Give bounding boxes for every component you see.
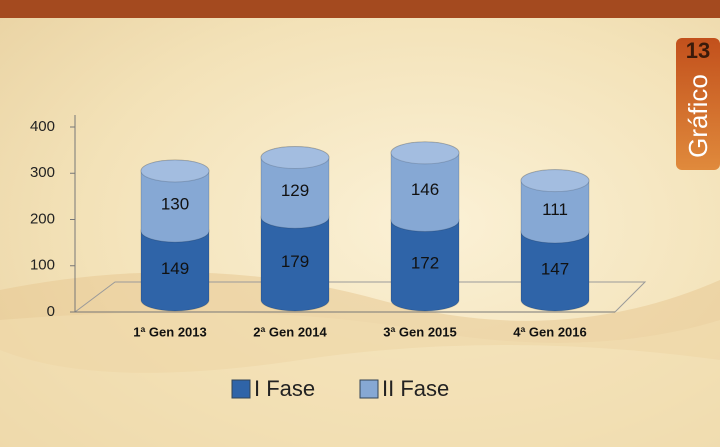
value-label: 179: [281, 252, 309, 271]
cylinder-cap: [390, 141, 460, 165]
value-label: 111: [542, 200, 568, 219]
value-label: 130: [161, 195, 189, 214]
value-label: 172: [411, 254, 439, 273]
cylinder-cap: [520, 169, 590, 193]
x-tick-label: 2ª Gen 2014: [253, 324, 327, 339]
legend-label: II Fase: [382, 376, 449, 401]
x-tick-label: 4ª Gen 2016: [513, 324, 586, 339]
badge: [676, 38, 720, 170]
legend-label: I Fase: [254, 376, 315, 401]
cylinder-cap: [260, 146, 330, 170]
value-label: 129: [281, 181, 309, 200]
cylinder-cap: [140, 159, 210, 183]
x-tick-label: 3ª Gen 2015: [383, 324, 456, 339]
y-tick-label: 300: [30, 164, 55, 181]
x-tick-label: 1ª Gen 2013: [133, 324, 206, 339]
badge-number: 13: [686, 38, 710, 63]
legend-swatch: [231, 379, 251, 399]
y-tick-label: 400: [30, 118, 55, 135]
legend-swatch: [359, 379, 379, 399]
value-label: 146: [411, 180, 439, 199]
y-tick-label: 200: [30, 210, 55, 227]
value-label: 149: [161, 259, 189, 278]
y-tick-label: 0: [47, 303, 55, 320]
y-tick-label: 100: [30, 257, 55, 274]
value-label: 147: [541, 259, 569, 278]
badge-label: Gráfico: [683, 74, 713, 158]
top-bar: [0, 0, 720, 18]
